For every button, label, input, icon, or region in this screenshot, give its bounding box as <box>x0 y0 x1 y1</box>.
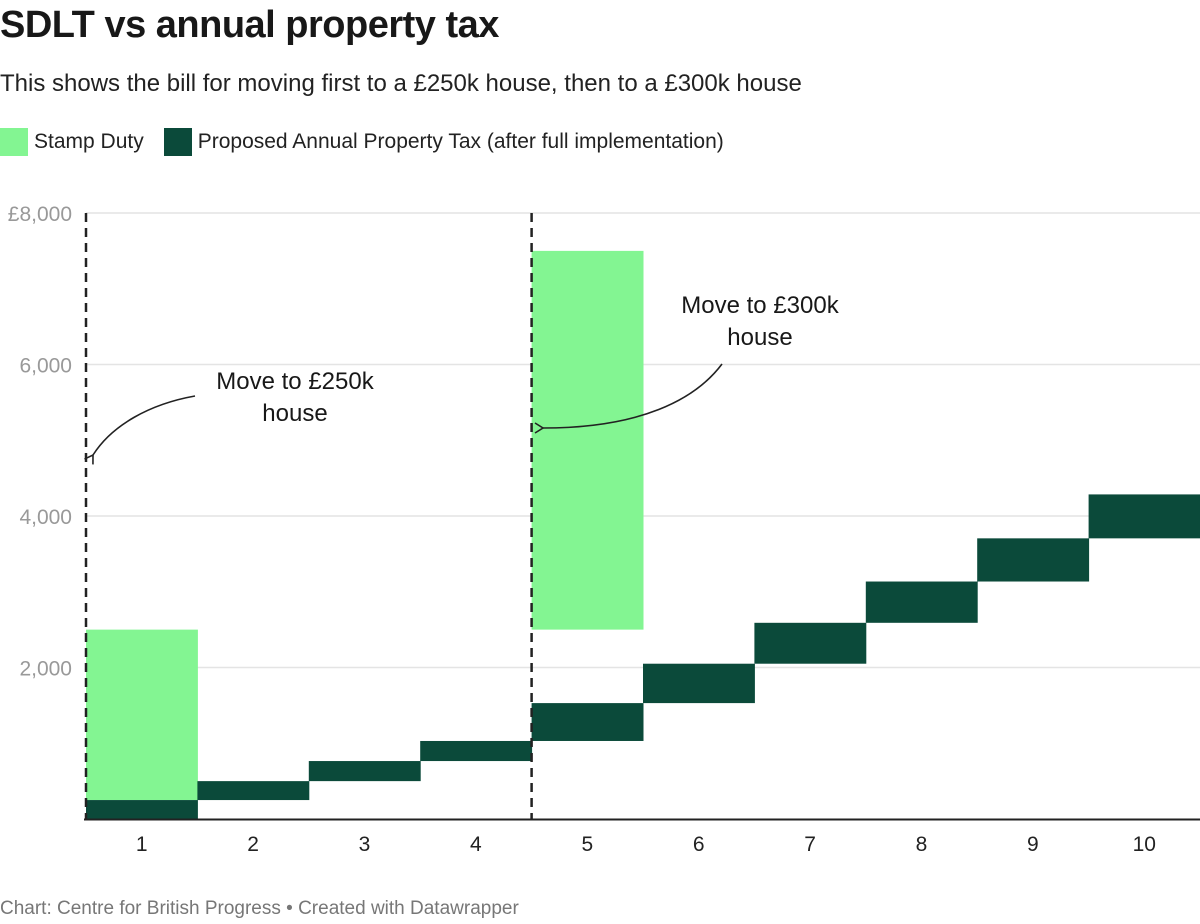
bars <box>86 250 1200 819</box>
x-tick-label: 7 <box>804 833 816 856</box>
x-tick-label: 6 <box>693 833 705 856</box>
legend-item-stamp-duty: Stamp Duty <box>0 128 144 156</box>
property-tax-bar-6 <box>643 663 755 704</box>
y-tick-label: £8,000 <box>8 203 72 226</box>
legend: Stamp Duty Proposed Annual Property Tax … <box>0 128 744 156</box>
property-tax-bar-10 <box>1088 494 1200 539</box>
x-tick-label: 8 <box>916 833 928 856</box>
property-tax-bar-3 <box>308 761 421 782</box>
x-tick-label: 4 <box>470 833 482 856</box>
move-markers <box>84 213 533 819</box>
property-tax-bar-9 <box>977 538 1090 582</box>
x-tick-label: 10 <box>1133 833 1156 856</box>
legend-swatch-property-tax <box>163 128 192 156</box>
annotation-250k-line2: house <box>262 400 327 427</box>
x-tick-label: 3 <box>359 833 371 856</box>
annotations: Move to £250k house Move to £300k house <box>84 292 840 465</box>
legend-item-property-tax: Proposed Annual Property Tax (after full… <box>163 128 724 156</box>
legend-label: Stamp Duty <box>34 130 144 153</box>
annotation-300k-arrow-icon <box>534 363 723 434</box>
stamp-duty-bar-5 <box>531 250 644 630</box>
annotation-300k-line2: house <box>727 324 792 351</box>
stamp-duty-bar-1 <box>86 629 198 801</box>
property-tax-bar-7 <box>754 622 867 664</box>
property-tax-bar-8 <box>865 581 978 623</box>
property-tax-bar-1 <box>86 800 198 819</box>
y-axis-labels: 2,000 4,000 6,000 £8,000 <box>8 203 72 681</box>
legend-swatch-stamp-duty <box>0 128 28 156</box>
annotation-300k-line1: Move to £300k <box>681 292 839 319</box>
property-tax-bar-2 <box>197 781 310 801</box>
chart-subtitle: This shows the bill for moving first to … <box>0 70 802 97</box>
property-tax-bar-5 <box>531 703 644 741</box>
y-tick-label: 2,000 <box>19 658 72 681</box>
chart-footer: Chart: Centre for British Progress • Cre… <box>0 898 519 919</box>
y-tick-label: 6,000 <box>19 355 72 378</box>
x-tick-label: 1 <box>136 833 148 856</box>
legend-label: Proposed Annual Property Tax (after full… <box>197 130 724 153</box>
x-tick-label: 9 <box>1027 833 1039 856</box>
annotation-250k-line1: Move to £250k <box>216 368 374 395</box>
x-tick-label: 5 <box>581 833 593 856</box>
annotation-250k-arrow-icon <box>84 395 196 465</box>
x-tick-label: 2 <box>247 833 259 856</box>
chart-title: SDLT vs annual property tax <box>0 4 499 46</box>
property-tax-bar-4 <box>420 740 533 762</box>
y-tick-label: 4,000 <box>19 506 72 529</box>
x-axis-labels: 1 2 3 4 5 6 7 8 9 10 <box>136 833 1156 856</box>
